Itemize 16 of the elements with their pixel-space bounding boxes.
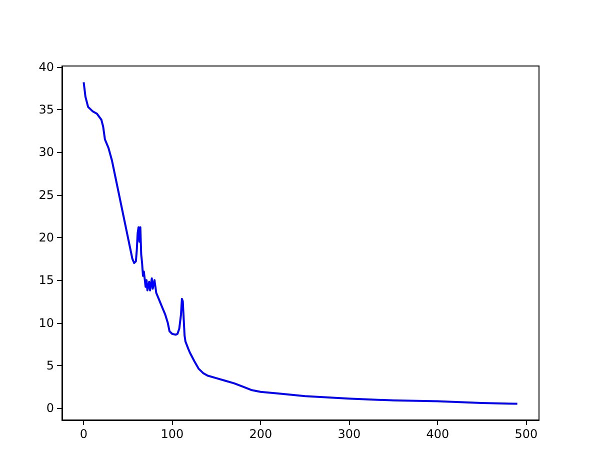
y-tick-label: 35: [38, 102, 54, 117]
y-tick-label: 20: [38, 230, 54, 244]
x-tick-label: 500: [514, 427, 538, 441]
x-tick-label: 400: [426, 427, 450, 441]
y-tick-label: 30: [38, 145, 54, 160]
y-tick-label: 5: [46, 358, 54, 372]
y-tick-label: 40: [38, 60, 54, 74]
line-series: [82, 81, 518, 405]
x-tick-label: 0: [80, 427, 88, 441]
x-tick-label: 200: [249, 427, 272, 441]
x-tick-label: 300: [338, 427, 361, 441]
x-tick-label: 100: [160, 427, 184, 441]
y-tick-label: 10: [38, 316, 54, 330]
y-tick-label: 0: [46, 401, 54, 416]
y-tick-label: 25: [38, 188, 54, 202]
y-tick-label: 15: [38, 273, 54, 288]
